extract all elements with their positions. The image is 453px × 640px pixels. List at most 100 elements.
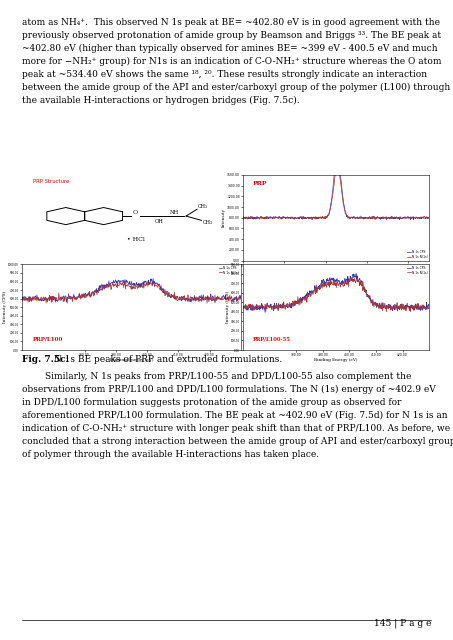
N 1s N(1s) [423, 304, 428, 312]
N 1s CPS [234, 292, 239, 300]
Text: CH₃: CH₃ [202, 220, 212, 225]
N 1s N(1s) [238, 295, 244, 303]
X-axis label: Binding Energy (eV): Binding Energy (eV) [314, 269, 358, 273]
N 1s CPS [262, 308, 268, 316]
Line: N 1s CPS: N 1s CPS [243, 156, 429, 220]
Text: PRP: PRP [252, 181, 267, 186]
N 1s N(1s) [330, 281, 335, 289]
N 1s CPS [329, 275, 335, 283]
N 1s N(1s) [426, 214, 432, 222]
Y-axis label: Intensity: Intensity [222, 208, 226, 227]
N 1s N(1s) [384, 308, 389, 316]
N 1s N(1s) [342, 206, 347, 214]
Text: PRP Structure: PRP Structure [33, 179, 69, 184]
Text: Similarly, N 1s peaks from PRP/L100-55 and DPD/L100-55 also complement the: Similarly, N 1s peaks from PRP/L100-55 a… [22, 372, 411, 381]
N 1s CPS [125, 279, 130, 287]
Line: N 1s N(1s): N 1s N(1s) [243, 278, 429, 312]
N 1s N(1s) [394, 213, 399, 221]
N 1s N(1s) [19, 294, 25, 302]
N 1s CPS [342, 280, 347, 287]
Text: of polymer through the available H-interactions has taken place.: of polymer through the available H-inter… [22, 450, 319, 459]
N 1s N(1s) [199, 298, 204, 305]
N 1s CPS [353, 270, 359, 278]
N 1s N(1s) [115, 277, 120, 285]
N 1s CPS [426, 214, 432, 221]
Text: indication of C-O-NH₂⁺ structure with longer peak shift than that of PRP/L100. A: indication of C-O-NH₂⁺ structure with lo… [22, 424, 450, 433]
Line: N 1s CPS: N 1s CPS [243, 274, 429, 312]
N 1s CPS [394, 213, 399, 221]
N 1s CPS [342, 202, 347, 209]
N 1s N(1s) [341, 282, 347, 289]
N 1s N(1s) [241, 213, 246, 221]
N 1s CPS [64, 300, 70, 307]
N 1s CPS [150, 275, 156, 282]
N 1s CPS [150, 280, 155, 288]
N 1s CPS [335, 152, 340, 160]
N 1s CPS [241, 303, 246, 311]
Text: PRP/L100: PRP/L100 [33, 337, 63, 342]
Legend: N 1s CPS, N 1s N(1s): N 1s CPS, N 1s N(1s) [218, 266, 239, 275]
N 1s N(1s) [394, 303, 399, 311]
Text: N 1s BE peaks of PRP and extruded formulations.: N 1s BE peaks of PRP and extruded formul… [51, 355, 282, 364]
Text: in DPD/L100 formulation suggests protonation of the amide group as observed for: in DPD/L100 formulation suggests protona… [22, 398, 401, 407]
N 1s CPS [330, 187, 335, 195]
Legend: N 1s CPS, N 1s N(1s): N 1s CPS, N 1s N(1s) [407, 266, 428, 275]
Line: N 1s CPS: N 1s CPS [22, 278, 241, 303]
N 1s CPS [394, 302, 399, 310]
N 1s N(1s) [329, 196, 335, 204]
Text: 145 | P a g e: 145 | P a g e [374, 618, 431, 628]
Text: atom as NH₄⁺.  This observed N 1s peak at BE= ~402.80 eV is in good agreement wi: atom as NH₄⁺. This observed N 1s peak at… [22, 18, 440, 27]
X-axis label: Binding Energy (eV): Binding Energy (eV) [314, 358, 358, 362]
N 1s CPS [19, 294, 25, 301]
N 1s N(1s) [336, 163, 341, 171]
N 1s CPS [238, 295, 244, 303]
N 1s N(1s) [125, 281, 130, 289]
Text: aforementioned PRP/L100 formulation. The BE peak at ~402.90 eV (Fig. 7.5d) for N: aforementioned PRP/L100 formulation. The… [22, 411, 448, 420]
Text: observations from PRP/L100 and DPD/L100 formulations. The N (1s) energy of ~402.: observations from PRP/L100 and DPD/L100 … [22, 385, 436, 394]
Y-axis label: Intensity (CPS): Intensity (CPS) [3, 291, 7, 323]
Legend: N 1s CPS, N 1s N(1s): N 1s CPS, N 1s N(1s) [407, 250, 428, 259]
N 1s CPS [352, 271, 357, 278]
N 1s N(1s) [309, 216, 315, 223]
Text: peak at ~534.40 eV shows the same ¹⁸, ²⁰. These results strongly indicate an int: peak at ~534.40 eV shows the same ¹⁸, ²⁰… [22, 70, 427, 79]
N 1s CPS [329, 196, 334, 204]
Text: PRP/L100-55: PRP/L100-55 [252, 337, 290, 342]
N 1s CPS [241, 213, 246, 221]
Text: • HCl: • HCl [127, 237, 145, 242]
Text: the available H-interactions or hydrogen bridges (Fig. 7.5c).: the available H-interactions or hydrogen… [22, 96, 299, 105]
Text: O: O [132, 210, 138, 215]
Line: N 1s N(1s): N 1s N(1s) [22, 281, 241, 303]
Text: NH: NH [170, 210, 179, 215]
N 1s N(1s) [138, 284, 144, 291]
N 1s N(1s) [150, 282, 155, 289]
Text: previously observed protonation of amide group by Beamson and Briggs ³³. The BE : previously observed protonation of amide… [22, 31, 441, 40]
N 1s N(1s) [234, 297, 239, 305]
Line: N 1s N(1s): N 1s N(1s) [243, 167, 429, 220]
N 1s N(1s) [352, 213, 357, 221]
Text: Fig. 7.5c:: Fig. 7.5c: [22, 355, 69, 364]
N 1s N(1s) [241, 304, 246, 312]
N 1s N(1s) [423, 215, 428, 223]
Text: concluded that a strong interaction between the amide group of API and ester/car: concluded that a strong interaction betw… [22, 437, 453, 446]
N 1s N(1s) [349, 274, 355, 282]
Text: OH: OH [154, 219, 163, 223]
N 1s CPS [124, 276, 129, 284]
X-axis label: Binding Energy (eV): Binding Energy (eV) [110, 358, 153, 362]
Text: CH₃: CH₃ [198, 204, 208, 209]
N 1s CPS [426, 302, 432, 310]
N 1s CPS [352, 213, 357, 221]
N 1s N(1s) [329, 280, 334, 287]
Text: ~402.80 eV (higher than typically observed for amines BE= ~399 eV - 400.5 eV and: ~402.80 eV (higher than typically observ… [22, 44, 438, 53]
N 1s CPS [138, 281, 144, 289]
N 1s N(1s) [426, 303, 432, 311]
Y-axis label: Intensity (CPS): Intensity (CPS) [226, 291, 230, 323]
Text: more for −NH₂⁺ group) for N1s is an indication of C-O-NH₂⁺ structure whereas the: more for −NH₂⁺ group) for N1s is an indi… [22, 57, 442, 66]
N 1s N(1s) [204, 300, 210, 307]
N 1s N(1s) [330, 190, 336, 198]
N 1s CPS [199, 294, 205, 302]
N 1s CPS [384, 216, 389, 223]
N 1s N(1s) [352, 277, 357, 285]
N 1s CPS [423, 214, 428, 221]
Text: between the amide group of the API and ester/carboxyl group of the polymer (L100: between the amide group of the API and e… [22, 83, 450, 92]
N 1s CPS [330, 275, 336, 282]
